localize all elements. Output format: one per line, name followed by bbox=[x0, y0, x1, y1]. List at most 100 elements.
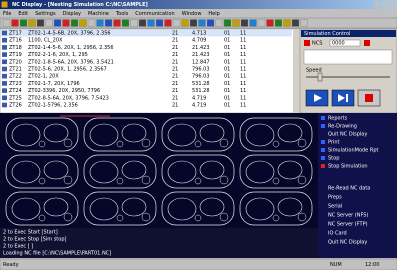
toolbar-button[interactable] bbox=[63, 20, 70, 27]
side-menu-item[interactable]: Re-Drawing bbox=[328, 124, 357, 130]
toolbar-button[interactable] bbox=[122, 20, 129, 27]
toolbar-button[interactable] bbox=[301, 20, 308, 27]
toolbar-button[interactable] bbox=[37, 20, 44, 27]
table-cell: 796.03 bbox=[192, 67, 210, 73]
side-menu-item[interactable]: Preps bbox=[328, 195, 342, 201]
console-line: 2 to Exec [ ] bbox=[3, 244, 33, 250]
toolbar-button[interactable] bbox=[29, 20, 36, 27]
menu-item[interactable]: Window bbox=[182, 11, 202, 17]
table-cell: ZT21 bbox=[9, 67, 22, 73]
row-icon bbox=[2, 31, 7, 36]
window-title: NC Display - [Nesting Simulation C:\NC\S… bbox=[12, 2, 148, 8]
toolbar-button[interactable] bbox=[190, 20, 197, 27]
toolbar-button[interactable] bbox=[97, 20, 104, 27]
toolbar-button[interactable] bbox=[267, 20, 274, 27]
toolbar-button[interactable] bbox=[207, 20, 214, 27]
table-cell: 11 bbox=[240, 88, 246, 94]
menu-item[interactable]: Edit bbox=[18, 11, 28, 17]
row-icon bbox=[2, 52, 7, 57]
toolbar-button[interactable] bbox=[46, 20, 53, 27]
table-cell: ZT25 bbox=[9, 95, 22, 101]
table-cell: 4.719 bbox=[192, 95, 206, 101]
toolbar-button[interactable] bbox=[258, 20, 265, 27]
table-cell: 531.28 bbox=[192, 88, 210, 94]
side-menu-item[interactable]: Quit NC Display bbox=[328, 132, 367, 138]
toolbar-button[interactable] bbox=[241, 20, 248, 27]
side-menu-item[interactable]: NC Server (NFS) bbox=[328, 213, 368, 219]
side-menu-item[interactable]: Quit NC Display bbox=[328, 240, 367, 246]
table-cell: 11 bbox=[240, 45, 246, 51]
side-menu-item[interactable]: Print bbox=[328, 140, 340, 146]
toolbar-button[interactable] bbox=[275, 20, 282, 27]
side-menu-item[interactable]: NC Server (FTP) bbox=[328, 222, 368, 228]
side-menu-item[interactable]: Reports bbox=[328, 116, 348, 122]
toolbar-button[interactable] bbox=[216, 20, 223, 27]
toolbar-button[interactable] bbox=[71, 20, 78, 27]
table-cell: ZT02-1-4-5-6B, 20X, 3796, 2.356 bbox=[28, 31, 111, 37]
table-cell: 11 bbox=[240, 52, 246, 58]
toolbar-button[interactable] bbox=[233, 20, 240, 27]
toolbar-button[interactable] bbox=[224, 20, 231, 27]
side-menu-item[interactable]: Re-Read NC data bbox=[328, 186, 370, 192]
table-cell: 11 bbox=[240, 59, 246, 65]
menu-item[interactable]: Display bbox=[63, 11, 81, 17]
table-cell: 21 bbox=[172, 88, 178, 94]
menu-bullet bbox=[321, 156, 325, 160]
table-cell: 11 bbox=[240, 67, 246, 73]
status-field: 12:00 bbox=[365, 262, 379, 268]
side-menu-item[interactable]: Serial bbox=[328, 204, 342, 210]
toolbar-button[interactable] bbox=[105, 20, 112, 27]
table-cell: 796.03 bbox=[192, 74, 210, 80]
table-cell: ZT19 bbox=[9, 52, 22, 58]
toolbar-button[interactable] bbox=[80, 20, 87, 27]
toolbar-button[interactable] bbox=[284, 20, 291, 27]
side-menu-item[interactable]: Stop bbox=[328, 156, 339, 162]
table-cell: 11 bbox=[240, 74, 246, 80]
toolbar-button[interactable] bbox=[173, 20, 180, 27]
toolbar-button[interactable] bbox=[114, 20, 121, 27]
toolbar-button[interactable] bbox=[182, 20, 189, 27]
close-button[interactable] bbox=[390, 2, 396, 8]
menu-item[interactable]: Tools bbox=[115, 11, 129, 17]
drawing-area bbox=[0, 113, 318, 228]
maximize-button[interactable] bbox=[382, 2, 388, 8]
minimize-button[interactable] bbox=[374, 2, 380, 8]
menu-item[interactable]: Communication bbox=[135, 11, 174, 17]
toolbar-button[interactable] bbox=[139, 20, 146, 27]
menu-item[interactable]: Machine bbox=[88, 11, 109, 17]
toolbar-button[interactable] bbox=[3, 20, 10, 27]
app-window: NC Display - [Nesting Simulation C:\NC\S… bbox=[0, 0, 397, 270]
side-menu-item[interactable]: IO Card bbox=[328, 231, 347, 237]
toolbar-button[interactable] bbox=[292, 20, 299, 27]
table-cell: 21.423 bbox=[192, 45, 210, 51]
toolbar-button[interactable] bbox=[88, 20, 95, 27]
table-cell: ZT16 bbox=[9, 38, 22, 44]
toolbar-button[interactable] bbox=[165, 20, 172, 27]
menu-item[interactable]: File bbox=[3, 11, 11, 17]
table-cell: 21 bbox=[172, 59, 178, 65]
table-cell: 4.719 bbox=[192, 103, 206, 109]
side-menu-item[interactable]: Stop Simulation bbox=[328, 164, 368, 170]
panel-box bbox=[304, 50, 392, 64]
side-menu-item[interactable]: SimulationMode Rpt bbox=[328, 148, 378, 154]
toolbar-button[interactable] bbox=[250, 20, 257, 27]
row-icon bbox=[2, 45, 7, 50]
toolbar-button[interactable] bbox=[54, 20, 61, 27]
toolbar-button[interactable] bbox=[199, 20, 206, 27]
menu-item[interactable]: Settings bbox=[35, 11, 56, 17]
toolbar-button[interactable] bbox=[20, 20, 27, 27]
table-cell: 01 bbox=[224, 81, 230, 87]
status-field: NUM bbox=[330, 262, 342, 268]
toolbar-button[interactable] bbox=[156, 20, 163, 27]
toolbar-button[interactable] bbox=[148, 20, 155, 27]
menu-item[interactable]: Help bbox=[208, 11, 219, 17]
scrollbar[interactable] bbox=[293, 29, 300, 113]
table-cell: ZT02-1-7, 20X, 1796 bbox=[28, 81, 80, 87]
table-cell: ZT02-5-6, 20X, 1, 2956, 2.3567 bbox=[28, 67, 107, 73]
table-cell: 21.423 bbox=[192, 52, 210, 58]
toolbar-button[interactable] bbox=[12, 20, 19, 27]
table-cell: 01 bbox=[224, 88, 230, 94]
row-icon bbox=[2, 38, 7, 43]
toolbar-button[interactable] bbox=[131, 20, 138, 27]
slider-thumb[interactable] bbox=[318, 73, 322, 81]
